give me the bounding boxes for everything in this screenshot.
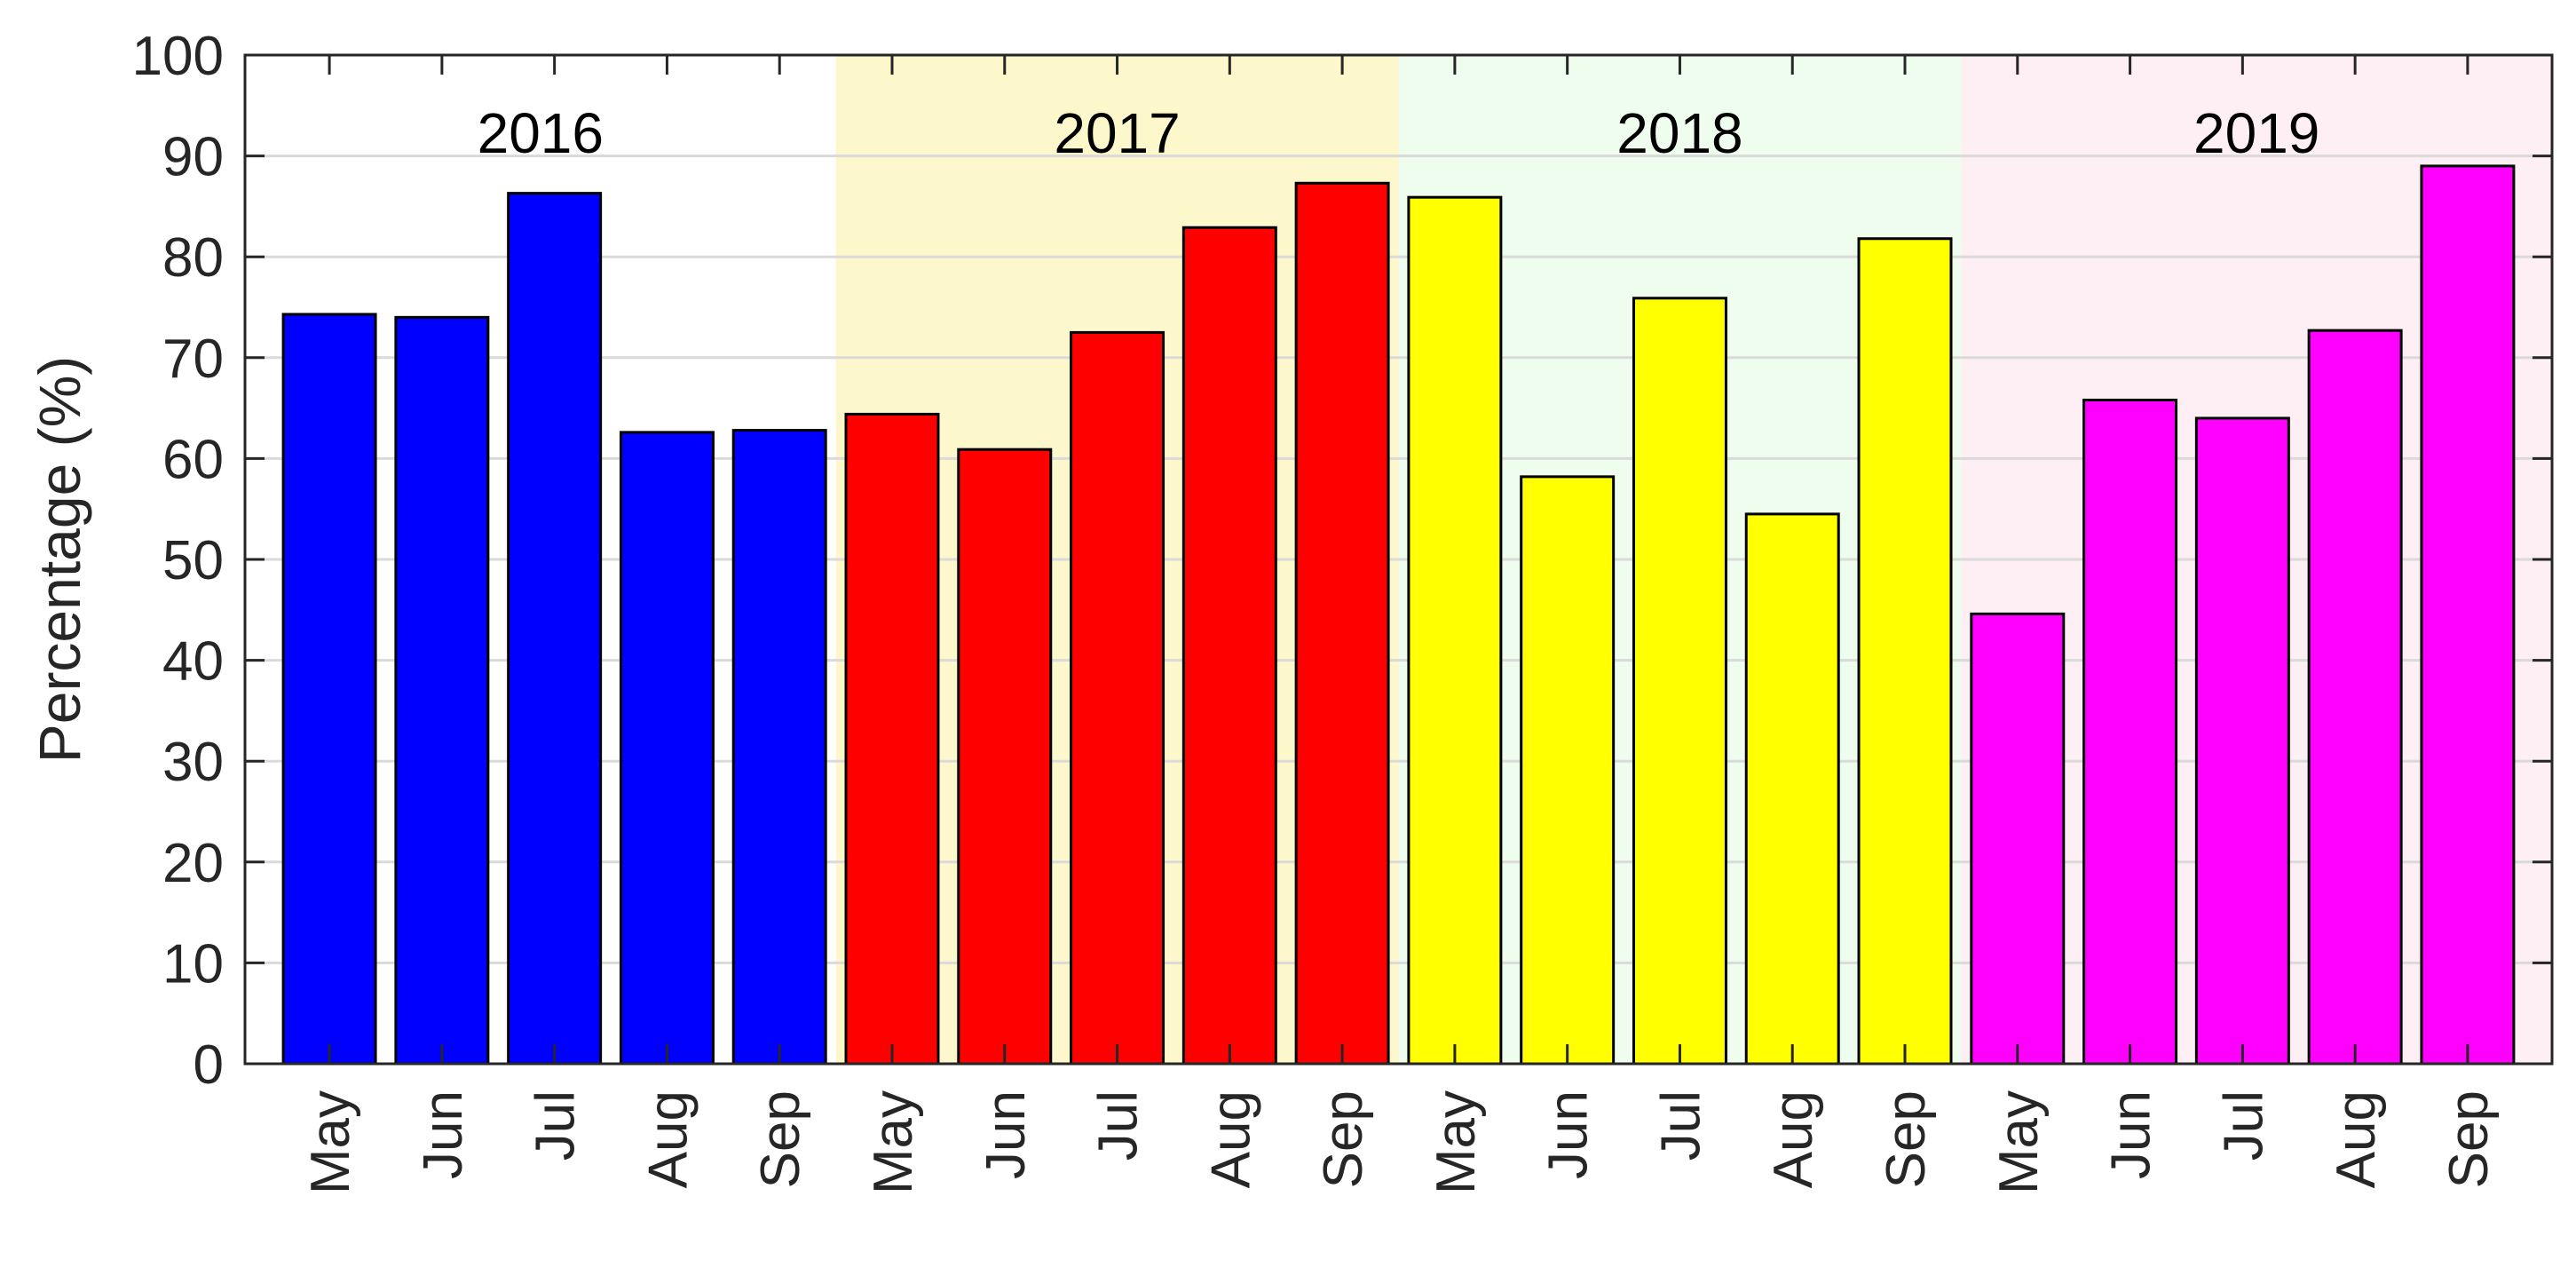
bar-2016-Jun xyxy=(394,315,490,1066)
bar-2017-Aug xyxy=(1181,226,1277,1066)
bar-2017-Sep xyxy=(1294,181,1390,1066)
bar-2018-May xyxy=(1407,195,1503,1066)
bar-2018-Sep xyxy=(1857,237,1953,1066)
x-tick-label: May xyxy=(1988,1090,2050,1194)
y-tick-label: 30 xyxy=(162,732,224,793)
x-tick-label: Jun xyxy=(2101,1090,2162,1179)
x-tick-label: Aug xyxy=(1200,1090,1261,1188)
x-tick-label: Sep xyxy=(1313,1090,1374,1188)
year-label: 2019 xyxy=(2193,101,2319,165)
x-tick-label: May xyxy=(300,1090,361,1194)
y-axis-title: Percentage (%) xyxy=(27,356,92,764)
bar-2018-Aug xyxy=(1744,512,1840,1066)
y-tick-label: 80 xyxy=(162,227,224,289)
bar-2017-Jun xyxy=(957,448,1053,1066)
y-tick-label: 100 xyxy=(132,26,224,87)
y-tick-label: 70 xyxy=(162,329,224,390)
x-tick-label: May xyxy=(1426,1090,1487,1194)
bar-2017-May xyxy=(844,412,940,1066)
axes xyxy=(243,53,2554,1066)
y-tick-label: 60 xyxy=(162,429,224,490)
x-tick-label: May xyxy=(863,1090,924,1194)
y-tick-label: 0 xyxy=(194,1034,224,1096)
bar-2016-Aug xyxy=(619,431,715,1066)
y-tick-label: 20 xyxy=(162,833,224,894)
x-tick-label: Jul xyxy=(2213,1090,2274,1161)
bars xyxy=(281,164,2516,1066)
bar-2017-Jul xyxy=(1070,330,1166,1066)
bar-2018-Jun xyxy=(1520,475,1616,1066)
bar-2019-Aug xyxy=(2307,329,2403,1066)
y-tick-label: 50 xyxy=(162,530,224,591)
y-tick-label: 10 xyxy=(162,933,224,995)
x-tick-label: Jul xyxy=(525,1090,587,1161)
x-tick-label: Jul xyxy=(1650,1090,1711,1161)
y-tick-label: 90 xyxy=(162,127,224,188)
x-tick-label: Jun xyxy=(1538,1090,1600,1179)
bar-2019-Jun xyxy=(2082,399,2178,1066)
labels: 0 10 20 30 40 50 60 70 80 90 100 May Jun Jul Aug Sep May… xyxy=(27,26,2500,1194)
bar-2016-May xyxy=(281,313,377,1066)
y-tick-label: 40 xyxy=(162,631,224,693)
bar-2019-May xyxy=(1970,612,2066,1066)
bar-2016-Sep xyxy=(731,429,827,1066)
x-tick-label: Aug xyxy=(1763,1090,1824,1188)
year-label: 2016 xyxy=(478,101,604,165)
axes-box xyxy=(243,53,2554,1066)
x-tick-label: Aug xyxy=(2326,1090,2387,1188)
x-tick-label: Aug xyxy=(637,1090,699,1188)
bar-2019-Jul xyxy=(2194,416,2290,1066)
x-tick-label: Jun xyxy=(413,1090,474,1179)
bar-2019-Sep xyxy=(2420,164,2516,1066)
x-tick-label: Jun xyxy=(976,1090,1037,1179)
x-tick-label: Sep xyxy=(2438,1090,2500,1188)
bar-2016-Jul xyxy=(507,192,603,1066)
year-label: 2018 xyxy=(1616,101,1742,165)
x-tick-label: Sep xyxy=(750,1090,811,1188)
bar-2018-Jul xyxy=(1632,297,1727,1066)
x-tick-label: Jul xyxy=(1088,1090,1150,1161)
year-label: 2017 xyxy=(1054,101,1180,165)
x-tick-label: Sep xyxy=(1876,1090,1937,1188)
